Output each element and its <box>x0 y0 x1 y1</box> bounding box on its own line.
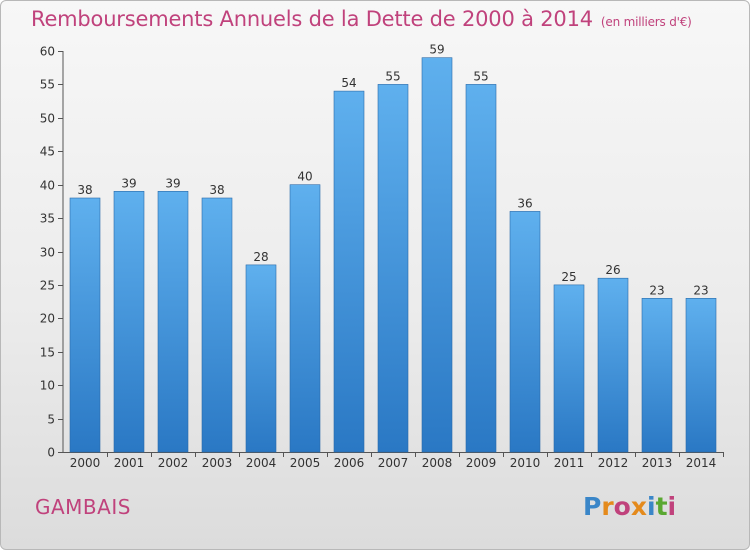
y-tick-label: 5 <box>47 413 55 427</box>
y-tick-label: 20 <box>40 312 55 326</box>
bar-value-label: 40 <box>297 170 312 184</box>
bar-value-label: 38 <box>77 183 92 197</box>
x-tick-label: 2008 <box>422 456 453 470</box>
y-tick-label: 60 <box>40 45 55 59</box>
y-tick-label: 50 <box>40 112 55 126</box>
bar <box>553 284 585 453</box>
logo-letter: i <box>647 492 656 521</box>
x-tick-label: 2011 <box>554 456 585 470</box>
bar <box>157 191 189 453</box>
bar <box>685 297 717 453</box>
chart-subtitle: (en milliers d'€) <box>600 15 692 29</box>
bar-value-label: 39 <box>121 176 136 190</box>
chart-title: Remboursements Annuels de la Dette de 20… <box>31 7 692 31</box>
bar-value-label: 55 <box>385 69 400 83</box>
logo-letter: t <box>655 492 668 521</box>
x-tick-label: 2003 <box>202 456 233 470</box>
bar <box>289 184 321 453</box>
bar <box>509 211 541 453</box>
bars: 38 39 39 38 28 40 54 55 59 55 36 25 26 23 23 <box>69 43 717 453</box>
x-tick-label: 2005 <box>290 456 321 470</box>
bar-value-label: 36 <box>517 196 532 210</box>
x-tick-label: 2000 <box>70 456 101 470</box>
x-tick-label: 2009 <box>466 456 497 470</box>
logo-letter: i <box>667 492 677 521</box>
bar-value-label: 59 <box>429 43 444 57</box>
y-tick-label: 25 <box>40 279 55 293</box>
bar-value-label: 26 <box>605 263 620 277</box>
logo-letter: r <box>601 492 614 521</box>
bar-value-label: 23 <box>693 283 708 297</box>
bar <box>641 297 673 453</box>
bar-value-label: 28 <box>253 250 268 264</box>
x-tick-label: 2001 <box>114 456 145 470</box>
bar <box>113 191 145 453</box>
chart-title-text: Remboursements Annuels de la Dette de 20… <box>31 7 593 31</box>
y-tick-label: 55 <box>40 78 55 92</box>
y-tick-label: 40 <box>40 179 55 193</box>
bar <box>69 197 101 453</box>
x-tick-label: 2004 <box>246 456 277 470</box>
logo-letter: o <box>613 492 631 521</box>
bar <box>421 57 453 453</box>
x-tick-label: 2006 <box>334 456 365 470</box>
y-axis: 0 5 10 15 20 25 30 35 40 45 50 55 60 <box>40 45 64 460</box>
town-name: GAMBAIS <box>35 495 131 519</box>
logo-letter: P <box>583 492 602 521</box>
x-tick-label: 2012 <box>598 456 629 470</box>
bar-value-label: 55 <box>473 69 488 83</box>
y-tick-label: 15 <box>40 346 55 360</box>
bar-value-label: 54 <box>341 76 356 90</box>
bar-value-label: 23 <box>649 283 664 297</box>
bar-value-label: 38 <box>209 183 224 197</box>
proxiti-logo[interactable]: Proxiti <box>583 492 676 521</box>
x-tick-label: 2007 <box>378 456 409 470</box>
bar-value-label: 25 <box>561 270 576 284</box>
x-axis: 2000 2001 2002 2003 2004 2005 2006 2007 2008 2009… <box>63 452 724 470</box>
y-tick-label: 45 <box>40 145 55 159</box>
y-tick-label: 35 <box>40 212 55 226</box>
bar <box>377 84 409 453</box>
bar <box>201 197 233 453</box>
x-tick-label: 2010 <box>510 456 541 470</box>
bar <box>597 277 629 453</box>
bar <box>333 90 365 453</box>
x-tick-label: 2014 <box>686 456 717 470</box>
y-tick-label: 30 <box>40 246 55 260</box>
y-tick-label: 0 <box>47 446 55 460</box>
x-tick-label: 2013 <box>642 456 673 470</box>
bar <box>465 84 497 453</box>
y-tick-label: 10 <box>40 379 55 393</box>
bar <box>245 264 277 453</box>
x-tick-label: 2002 <box>158 456 189 470</box>
bar-value-label: 39 <box>165 176 180 190</box>
logo-letter: x <box>630 492 647 521</box>
